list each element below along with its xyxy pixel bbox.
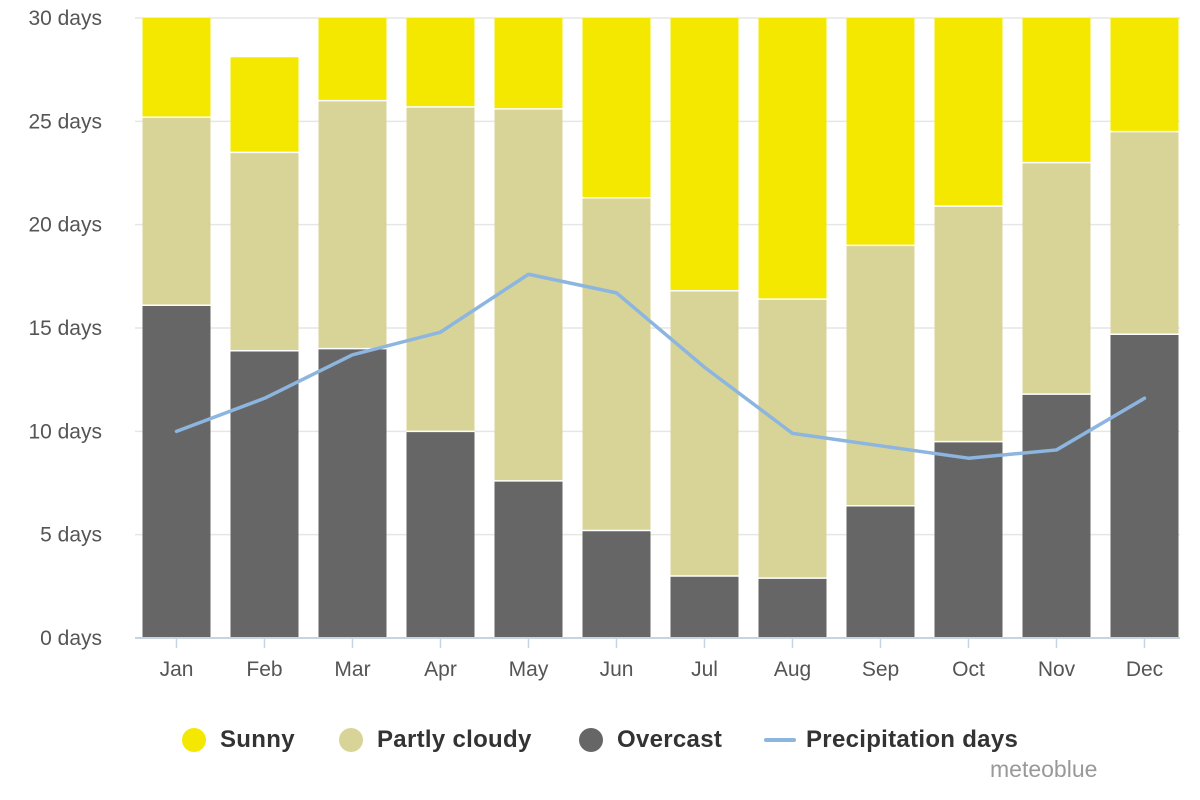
bar-sunny (230, 57, 299, 153)
bar-overcast (142, 305, 211, 638)
x-tick-label: Aug (774, 658, 811, 681)
legend-label-precipitation-days: Precipitation days (806, 726, 1019, 753)
bar-sunny (934, 18, 1003, 207)
y-tick-label: 5 days (40, 524, 102, 547)
x-tick-label: Jul (691, 658, 718, 681)
bar-overcast (230, 350, 299, 638)
bar-overcast (1110, 334, 1179, 638)
legend-label-sunny: Sunny (220, 726, 295, 753)
sunny-swatch-icon (182, 728, 206, 752)
x-tick-label: Jan (160, 658, 194, 681)
bar-overcast (934, 441, 1003, 638)
precipitation-line-layer (174, 272, 1147, 460)
bar-partly-cloudy (230, 152, 299, 351)
bar-partly-cloudy (494, 108, 563, 481)
axes (135, 637, 1180, 648)
legend-item-partly-cloudy[interactable]: Partly cloudy (339, 716, 532, 764)
bar-overcast (494, 480, 563, 638)
x-tick-label: Feb (246, 658, 282, 681)
bar-sunny (142, 18, 211, 118)
bar-overcast (1022, 394, 1091, 638)
bar-overcast (846, 505, 915, 638)
bar-overcast (582, 530, 651, 638)
bar-sunny (406, 18, 475, 107)
bar-partly-cloudy (318, 100, 387, 349)
y-tick-label: 10 days (28, 420, 102, 443)
x-tick-label: Apr (424, 658, 457, 681)
bars (142, 18, 1179, 638)
legend-label-overcast: Overcast (617, 726, 723, 753)
bar-sunny (846, 18, 915, 246)
x-tick-label: Mar (334, 658, 370, 681)
legend-label-partly-cloudy: Partly cloudy (377, 726, 532, 753)
bar-partly-cloudy (758, 299, 827, 579)
bar-sunny (1110, 18, 1179, 132)
bar-sunny (670, 18, 739, 291)
bar-overcast (758, 578, 827, 638)
bar-partly-cloudy (846, 245, 915, 506)
tick-labels: 0 days 5 days 10 days 15 days 20 days 25 days… (28, 7, 1163, 681)
x-tick-label: May (509, 658, 549, 681)
bar-sunny (582, 18, 651, 198)
y-tick-label: 0 days (40, 627, 102, 650)
bar-sunny (1022, 18, 1091, 163)
credit-text: meteoblue (990, 756, 1098, 782)
bar-overcast (670, 576, 739, 638)
bar-sunny (494, 18, 563, 109)
bar-partly-cloudy (406, 106, 475, 432)
y-tick-label: 20 days (28, 214, 102, 237)
x-tick-label: Jun (600, 658, 634, 681)
line-precipitation-days (174, 272, 1147, 460)
bar-sunny (758, 18, 827, 300)
bar-partly-cloudy (142, 117, 211, 306)
bar-partly-cloudy (1110, 131, 1179, 335)
precipitation-line-swatch-icon (764, 738, 796, 742)
x-tick-label: Dec (1126, 658, 1163, 681)
legend: Sunny Partly cloudy Overcast Precipitati… (0, 716, 1200, 764)
x-tick-label: Oct (952, 658, 985, 681)
bar-sunny (318, 18, 387, 101)
y-tick-label: 30 days (28, 7, 102, 30)
bar-partly-cloudy (582, 197, 651, 531)
bar-partly-cloudy (934, 206, 1003, 442)
y-tick-label: 25 days (28, 110, 102, 133)
x-tick-label: Sep (862, 658, 899, 681)
y-tick-label: 15 days (28, 317, 102, 340)
bar-partly-cloudy (1022, 162, 1091, 395)
bar-overcast (318, 348, 387, 638)
partly-cloudy-swatch-icon (339, 728, 363, 752)
legend-item-overcast[interactable]: Overcast (579, 716, 722, 764)
x-tick-label: Nov (1038, 658, 1076, 681)
bar-partly-cloudy (670, 290, 739, 576)
legend-item-sunny[interactable]: Sunny (182, 716, 295, 764)
legend-item-precipitation-days[interactable]: Precipitation days (764, 716, 1018, 764)
bar-overcast (406, 431, 475, 638)
overcast-swatch-icon (579, 728, 603, 752)
